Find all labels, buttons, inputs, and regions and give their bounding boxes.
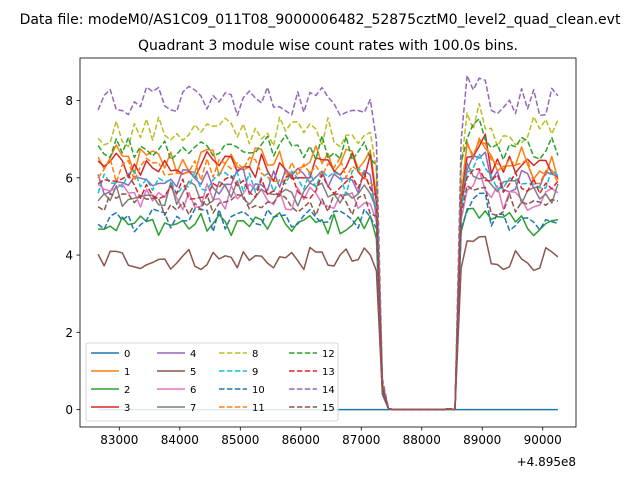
legend-label-6: 6 <box>190 385 196 396</box>
x-tick-label: 84000 <box>161 433 199 447</box>
legend-label-5: 5 <box>190 367 196 378</box>
y-tick-label: 4 <box>65 249 73 263</box>
legend-label-9: 9 <box>252 367 258 378</box>
x-tick-label: 89000 <box>463 433 501 447</box>
legend-label-15: 15 <box>322 403 335 414</box>
legend-label-13: 13 <box>322 367 335 378</box>
axes-frame <box>79 57 577 428</box>
series-line-3 <box>97 133 559 411</box>
series-line-9 <box>97 152 559 411</box>
x-tick-label: 90000 <box>524 433 562 447</box>
y-tick-label: 0 <box>65 403 73 417</box>
legend-label-1: 1 <box>124 367 130 378</box>
series-line-10 <box>97 192 559 411</box>
series-lines <box>97 74 559 411</box>
chart-title: Quadrant 3 module wise count rates with … <box>138 38 518 54</box>
figure-suptitle: Data file: modeM0/AS1C09_011T08_90000064… <box>20 12 621 28</box>
y-tick-label: 6 <box>65 171 73 185</box>
x-offset-label: +4.895e8 <box>517 455 576 469</box>
series-line-11 <box>97 140 559 411</box>
series-line-6 <box>97 169 559 411</box>
legend-box <box>85 342 339 422</box>
legend-label-4: 4 <box>190 349 196 360</box>
y-tick-label: 2 <box>65 326 73 340</box>
y-tick-label: 8 <box>65 94 73 108</box>
series-line-2 <box>98 207 559 411</box>
legend-label-3: 3 <box>124 403 130 414</box>
x-tick-label: 83000 <box>100 433 138 447</box>
series-line-14 <box>97 74 559 411</box>
series-line-5 <box>97 235 559 411</box>
legend-label-7: 7 <box>190 403 196 414</box>
x-tick-label: 85000 <box>221 433 259 447</box>
legend-label-10: 10 <box>252 385 265 396</box>
x-tick-label: 88000 <box>403 433 441 447</box>
legend-label-12: 12 <box>322 349 335 360</box>
series-line-7 <box>97 162 559 411</box>
series-line-15 <box>97 184 559 411</box>
legend-label-11: 11 <box>252 403 265 414</box>
x-tick-label: 87000 <box>342 433 380 447</box>
series-line-12 <box>97 118 559 411</box>
x-tick-label: 86000 <box>282 433 320 447</box>
series-line-13 <box>97 168 559 411</box>
series-line-8 <box>97 102 559 411</box>
legend-label-8: 8 <box>252 349 258 360</box>
legend-label-14: 14 <box>322 385 335 396</box>
legend-label-0: 0 <box>124 349 130 360</box>
plot-area: 83000 84000 85000 86000 87000 88000 89000 90000… <box>65 57 577 447</box>
legend-label-2: 2 <box>124 385 130 396</box>
